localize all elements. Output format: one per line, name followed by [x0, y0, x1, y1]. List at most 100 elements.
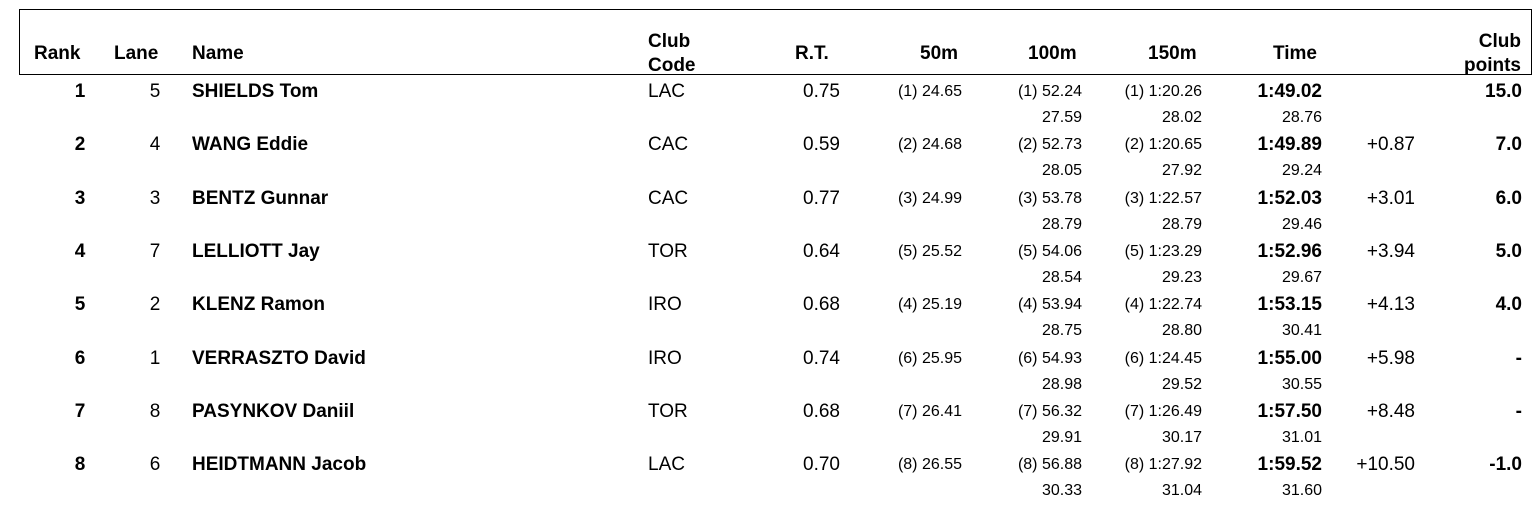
header-time: Time — [1273, 43, 1318, 64]
lane-cell: 6 — [149, 454, 161, 476]
table-row: 7 8 PASYNKOV Daniil TOR 0.68 (7) 26.41 (7) 56.… — [0, 400, 1538, 453]
time-behind: +0.87 — [1366, 134, 1415, 156]
split-100m-lap: 28.05 — [1041, 162, 1082, 180]
club-points: 15.0 — [1485, 81, 1522, 102]
split-100m: (2) 52.73 — [1017, 136, 1082, 154]
swimmer-name: LELLIOTT Jay — [192, 240, 320, 262]
split-150m: (2) 1:20.65 — [1124, 136, 1202, 154]
final-time: 1:49.02 — [1257, 81, 1322, 102]
club-code: LAC — [648, 81, 685, 102]
table-row: 4 7 LELLIOTT Jay TOR 0.64 (5) 25.52 (5) 54.06 2… — [0, 240, 1538, 293]
reaction-time: 0.64 — [803, 240, 840, 262]
swimmer-name: WANG Eddie — [192, 134, 309, 156]
club-code: IRO — [648, 294, 682, 316]
split-100m-lap: 28.79 — [1041, 215, 1082, 233]
club-code: IRO — [648, 347, 682, 369]
final-lap: 30.41 — [1281, 322, 1322, 340]
split-100m-lap: 30.33 — [1041, 482, 1082, 500]
split-100m: (6) 54.93 — [1017, 349, 1082, 367]
lane-cell: 5 — [149, 81, 161, 102]
final-time: 1:52.96 — [1257, 240, 1322, 262]
split-150m-lap: 28.80 — [1161, 322, 1202, 340]
club-points: -1.0 — [1489, 454, 1522, 476]
split-150m: (4) 1:22.74 — [1124, 296, 1202, 314]
table-row: 5 2 KLENZ Ramon IRO 0.68 (4) 25.19 (4) 53.94 28… — [0, 293, 1538, 346]
split-150m: (5) 1:23.29 — [1124, 242, 1202, 260]
split-150m: (6) 1:24.45 — [1124, 349, 1202, 367]
header-rank: Rank — [34, 43, 81, 64]
header-club-points-line2: points — [1464, 55, 1521, 76]
club-points: - — [1515, 400, 1522, 422]
header-split-50m: 50m — [920, 43, 959, 64]
split-150m: (1) 1:20.26 — [1124, 83, 1202, 100]
final-time: 1:49.89 — [1257, 134, 1322, 156]
club-code: CAC — [648, 134, 689, 156]
header-name: Name — [192, 43, 244, 64]
reaction-time: 0.75 — [803, 81, 840, 102]
rank-cell: 3 — [74, 187, 86, 209]
split-50m: (2) 24.68 — [897, 136, 962, 154]
reaction-time: 0.59 — [803, 134, 840, 156]
time-behind: +3.94 — [1366, 240, 1415, 262]
final-lap: 31.01 — [1281, 428, 1322, 446]
final-lap: 31.60 — [1281, 482, 1322, 500]
split-100m-lap: 28.98 — [1041, 375, 1082, 393]
time-behind: +3.01 — [1366, 187, 1415, 209]
club-points: 6.0 — [1495, 187, 1522, 209]
rank-cell: 7 — [74, 400, 86, 422]
lane-cell: 4 — [149, 134, 161, 156]
club-points: 5.0 — [1495, 240, 1522, 262]
lane-cell: 1 — [149, 347, 161, 369]
club-points: 4.0 — [1495, 294, 1522, 316]
split-100m-lap: 27.59 — [1041, 109, 1082, 126]
split-150m: (8) 1:27.92 — [1124, 456, 1202, 474]
split-150m-lap: 29.23 — [1161, 268, 1202, 286]
split-100m-lap: 28.75 — [1041, 322, 1082, 340]
header-split-100m: 100m — [1028, 43, 1077, 64]
split-150m-lap: 31.04 — [1161, 482, 1202, 500]
club-code: TOR — [648, 240, 688, 262]
club-code: TOR — [648, 400, 688, 422]
rank-cell: 8 — [74, 454, 86, 476]
final-lap: 29.67 — [1281, 268, 1322, 286]
split-50m: (7) 26.41 — [897, 402, 962, 420]
final-lap: 30.55 — [1281, 375, 1322, 393]
lane-cell: 7 — [149, 240, 161, 262]
split-150m-lap: 28.79 — [1161, 215, 1202, 233]
rank-cell: 2 — [74, 134, 86, 156]
header-reaction-time: R.T. — [795, 43, 829, 64]
final-time: 1:57.50 — [1257, 400, 1322, 422]
club-code: CAC — [648, 187, 689, 209]
swimmer-name: SHIELDS Tom — [192, 81, 319, 102]
swimmer-name: BENTZ Gunnar — [192, 187, 329, 209]
split-100m: (8) 56.88 — [1017, 456, 1082, 474]
rank-cell: 5 — [74, 294, 86, 316]
rank-cell: 6 — [74, 347, 86, 369]
swimmer-name: KLENZ Ramon — [192, 294, 325, 316]
split-150m: (3) 1:22.57 — [1124, 189, 1202, 207]
table-row: 3 3 BENTZ Gunnar CAC 0.77 (3) 24.99 (3) 53.78 2… — [0, 187, 1538, 240]
table-row: 8 6 HEIDTMANN Jacob LAC 0.70 (8) 26.55 (8) 56.… — [0, 453, 1538, 506]
split-100m: (7) 56.32 — [1017, 402, 1082, 420]
time-behind: +8.48 — [1366, 400, 1415, 422]
swimmer-name: PASYNKOV Daniil — [192, 400, 355, 422]
table-row: 6 1 VERRASZTO David IRO 0.74 (6) 25.95 (6) 54.… — [0, 347, 1538, 400]
split-50m: (8) 26.55 — [897, 456, 962, 474]
split-150m-lap: 27.92 — [1161, 162, 1202, 180]
club-points: - — [1515, 347, 1522, 369]
split-100m-lap: 29.91 — [1041, 428, 1082, 446]
final-time: 1:55.00 — [1257, 347, 1322, 369]
rank-cell: 1 — [74, 81, 86, 102]
split-150m-lap: 29.52 — [1161, 375, 1202, 393]
final-lap: 29.46 — [1281, 215, 1322, 233]
final-time: 1:59.52 — [1257, 454, 1322, 476]
table-row: 1 5 SHIELDS Tom LAC 0.75 (1) 24.65 (1) 52.24 27… — [0, 80, 1538, 133]
split-150m: (7) 1:26.49 — [1124, 402, 1202, 420]
reaction-time: 0.70 — [803, 454, 840, 476]
split-50m: (3) 24.99 — [897, 189, 962, 207]
header-split-150m: 150m — [1148, 43, 1197, 64]
time-behind: +5.98 — [1366, 347, 1415, 369]
split-150m-lap: 30.17 — [1161, 428, 1202, 446]
header-club-code-line1: Club — [648, 31, 691, 52]
split-100m-lap: 28.54 — [1041, 268, 1082, 286]
